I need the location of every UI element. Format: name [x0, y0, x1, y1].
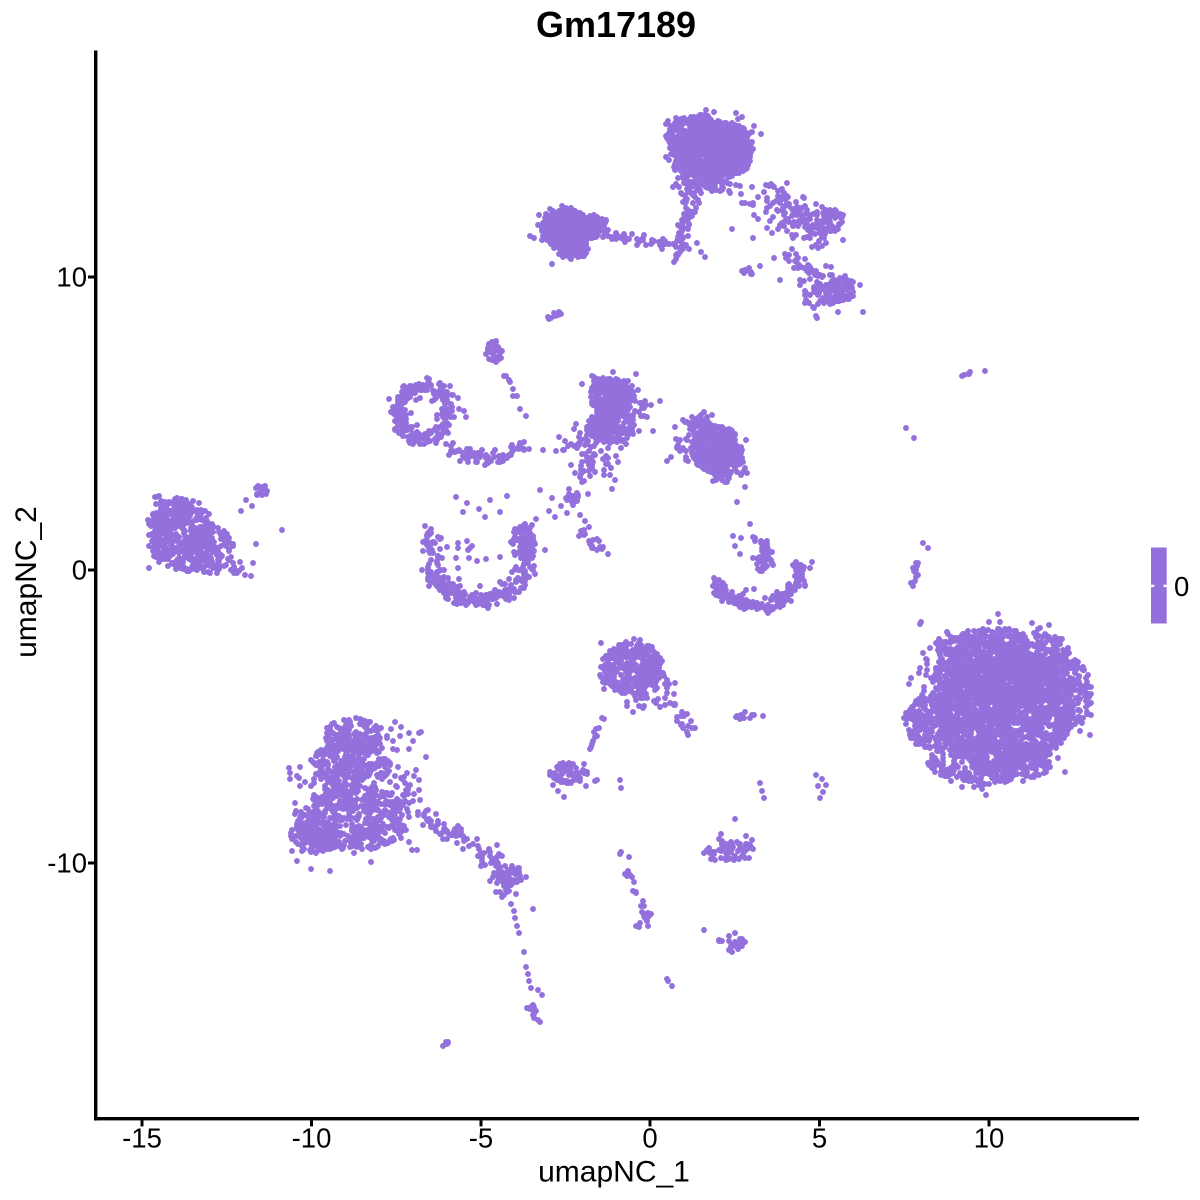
svg-text:0: 0	[1174, 571, 1189, 602]
svg-text:10: 10	[974, 1123, 1005, 1154]
svg-text:Gm17189: Gm17189	[536, 4, 696, 45]
svg-text:0: 0	[642, 1123, 657, 1154]
svg-text:0: 0	[72, 555, 87, 586]
svg-text:umapNC_1: umapNC_1	[538, 1156, 690, 1189]
svg-text:10: 10	[56, 262, 87, 293]
svg-text:-5: -5	[469, 1123, 493, 1154]
svg-text:umapNC_2: umapNC_2	[10, 506, 43, 658]
svg-text:-15: -15	[122, 1123, 162, 1154]
svg-text:-10: -10	[292, 1123, 332, 1154]
svg-text:5: 5	[812, 1123, 827, 1154]
svg-text:-10: -10	[47, 848, 87, 879]
